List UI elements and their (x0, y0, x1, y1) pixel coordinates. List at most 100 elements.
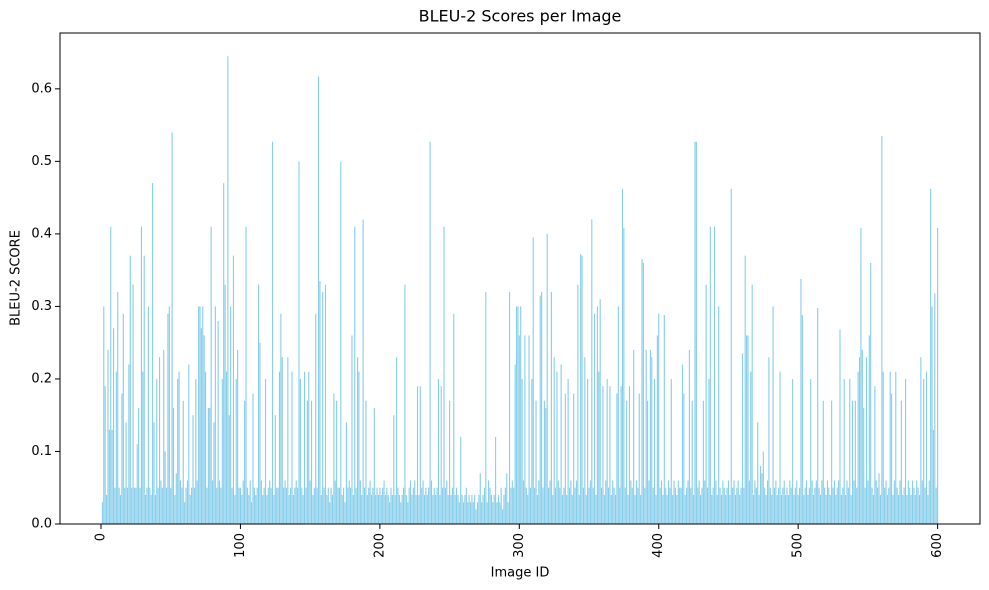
bar (845, 494, 847, 524)
bar (918, 494, 921, 524)
y-tick-label: 0.4 (31, 226, 52, 241)
y-tick-label: 0.5 (31, 154, 52, 169)
bar (758, 494, 760, 524)
bar (872, 494, 875, 524)
bar (882, 371, 884, 524)
bar (856, 487, 858, 524)
bar (900, 400, 902, 524)
bar (469, 502, 472, 524)
bar (436, 487, 438, 524)
bar (663, 315, 665, 524)
bar (302, 494, 304, 524)
bar (885, 480, 887, 524)
bar (559, 487, 561, 524)
bar (397, 487, 399, 524)
x-tick-label: 200 (372, 533, 387, 558)
bar (195, 378, 197, 524)
bar (305, 487, 307, 524)
y-tick-label: 0.2 (31, 371, 52, 386)
bar (626, 400, 628, 524)
bar (906, 494, 908, 524)
bar (352, 494, 354, 524)
bar (508, 291, 511, 524)
bar (411, 494, 413, 524)
bar (921, 480, 923, 524)
bar (567, 378, 569, 524)
bar (288, 494, 290, 524)
bar (764, 487, 766, 524)
bar (327, 487, 329, 524)
bar (743, 487, 745, 524)
bar (688, 349, 690, 524)
bar (645, 349, 647, 524)
bar (485, 291, 487, 524)
bar (362, 219, 364, 525)
bar (115, 371, 117, 524)
bar (799, 487, 801, 524)
bar (167, 313, 169, 524)
bar (566, 494, 568, 524)
bar (902, 494, 904, 524)
x-tick-label: 300 (512, 533, 527, 558)
bar (814, 487, 816, 524)
x-tick-label: 600 (930, 533, 945, 558)
bar (122, 313, 124, 524)
bar (695, 141, 697, 525)
bar (755, 487, 757, 524)
bar (759, 465, 762, 524)
bar (331, 494, 334, 524)
bar (863, 407, 865, 524)
bar (864, 487, 866, 524)
bar (725, 494, 727, 524)
bar (242, 480, 244, 524)
bar (214, 306, 216, 524)
bar (828, 487, 830, 524)
bar (771, 494, 773, 524)
bar (815, 480, 817, 524)
bar (808, 487, 810, 524)
bar (591, 219, 593, 525)
bar (319, 281, 321, 524)
bar (407, 502, 409, 524)
bar (121, 393, 123, 524)
bar (499, 502, 501, 524)
bar (444, 487, 446, 524)
bar (522, 480, 525, 524)
bar (550, 291, 552, 524)
bar (323, 487, 325, 524)
bar (138, 407, 140, 524)
bar (306, 400, 308, 524)
bar (669, 487, 671, 524)
bar (178, 371, 180, 524)
bar (241, 494, 243, 524)
bar (930, 188, 932, 524)
bar (652, 487, 654, 524)
bar (291, 371, 293, 524)
bar (700, 494, 702, 524)
bar (666, 494, 668, 524)
bar (358, 371, 360, 524)
bar (421, 487, 423, 524)
bar (801, 315, 803, 524)
bar (475, 509, 477, 524)
bar (238, 487, 240, 524)
bar (350, 487, 352, 524)
bar (203, 335, 205, 524)
bar (792, 378, 794, 524)
bar (206, 487, 208, 524)
bar (205, 371, 207, 524)
bar (871, 487, 873, 524)
bar (762, 451, 764, 524)
bar (642, 262, 644, 524)
bar (773, 487, 776, 524)
bar (390, 487, 392, 524)
bar (464, 494, 466, 524)
bar (267, 487, 269, 524)
bar (910, 494, 912, 524)
bar (573, 393, 575, 524)
bar (143, 255, 145, 524)
bar (899, 480, 901, 524)
bar (858, 357, 861, 524)
bar (790, 487, 792, 524)
bar (500, 487, 502, 524)
